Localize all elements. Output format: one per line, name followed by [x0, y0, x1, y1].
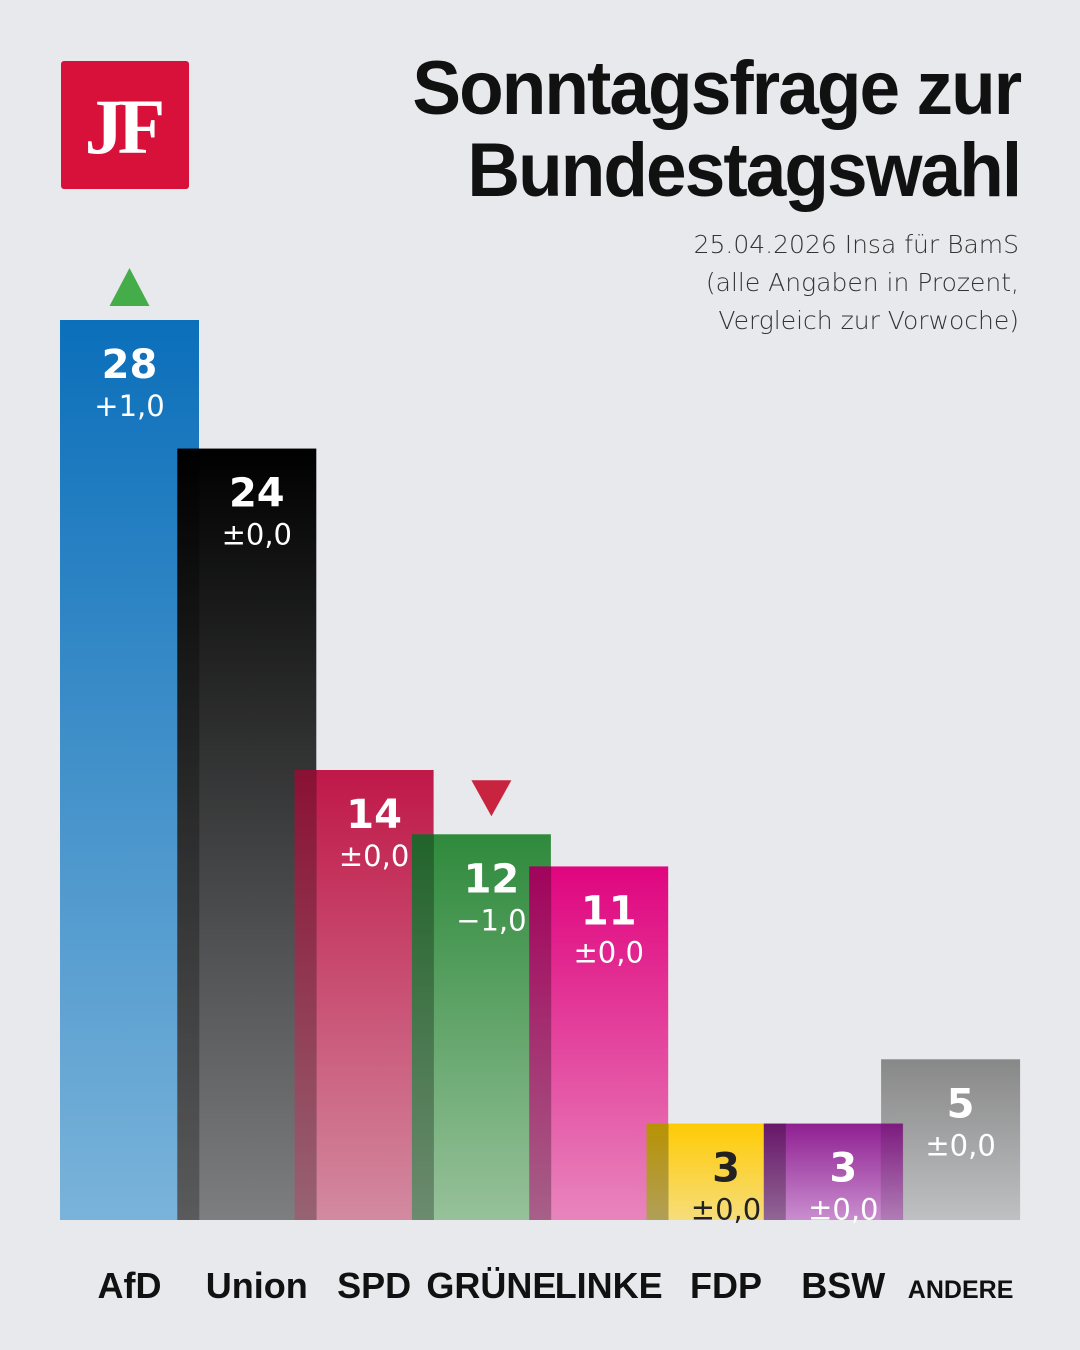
bar-andere	[881, 1059, 1021, 1220]
jf-logo: JF	[61, 61, 189, 189]
bar-afd	[60, 320, 199, 1220]
change-label-fdp: ±0,0	[691, 1193, 761, 1227]
value-label-union: 24	[229, 471, 285, 517]
value-label-afd: 28	[102, 342, 158, 388]
value-label-spd: 14	[346, 792, 402, 838]
bar-linke	[529, 866, 669, 1220]
category-label-andere: ANDERE	[908, 1276, 1014, 1304]
chart-subtitle: 25.04.2026 Insa für BamS (alle Angaben i…	[694, 226, 1019, 340]
bar-overlap-shade	[646, 1123, 669, 1220]
bar-union	[177, 448, 317, 1221]
change-label-afd: +1,0	[94, 389, 164, 423]
bar-group-bsw: 3±0,0	[763, 1123, 903, 1227]
subtitle-line-2: (alle Angaben in Prozent,	[705, 268, 1019, 297]
category-label-fdp: FDP	[690, 1265, 762, 1306]
bar-grne	[411, 834, 551, 1220]
subtitle-line-3: Vergleich zur Vorwoche)	[718, 306, 1019, 335]
bar-overlap-shade	[411, 834, 434, 1220]
bar-overlap-shade	[294, 770, 317, 1220]
change-label-linke: ±0,0	[573, 935, 643, 969]
category-label-union: Union	[206, 1265, 308, 1306]
bar-bsw	[763, 1123, 903, 1220]
title-line-1: Sonntagsfrage zur	[412, 46, 1022, 131]
value-label-grne: 12	[464, 856, 520, 902]
change-label-bsw: ±0,0	[808, 1193, 878, 1227]
bar-overlap-shade	[763, 1123, 786, 1220]
category-label-bsw: BSW	[801, 1265, 885, 1306]
bars-group: 28+1,024±0,014±0,012−1,0 11±0,03±0,05±0,0…	[60, 268, 1021, 1227]
category-label-grne: GRÜNE	[426, 1265, 556, 1306]
change-label-grne: −1,0	[456, 903, 526, 937]
trend-down-icon	[471, 780, 512, 817]
value-label-linke: 11	[581, 888, 637, 934]
bar-spd	[294, 770, 434, 1220]
bar-group-union: 24±0,0	[177, 448, 317, 1221]
trend-up-icon	[109, 268, 150, 306]
bar-group-spd: 14±0,0	[294, 770, 434, 1220]
title-line-2: Bundestagswahl	[467, 128, 1022, 213]
value-label-andere: 5	[947, 1081, 975, 1127]
logo-text: JF	[84, 83, 166, 170]
bar-overlap-shade	[177, 448, 200, 1221]
bar-group-afd: 28+1,0	[60, 268, 199, 1220]
subtitle-line-1: 25.04.2026 Insa für BamS	[693, 230, 1019, 259]
bar-group-fdp: 3±0,0	[646, 1123, 786, 1227]
value-label-fdp: 3	[712, 1146, 740, 1192]
bar-overlap-shade	[529, 866, 552, 1220]
category-label-afd: AfD	[98, 1265, 162, 1306]
change-label-spd: ±0,0	[339, 839, 409, 873]
bar-overlap-shade	[880, 1123, 903, 1220]
bar-group-grne: 12−1,0	[411, 780, 551, 1220]
value-label-bsw: 3	[829, 1146, 857, 1192]
change-label-andere: ±0,0	[925, 1128, 995, 1162]
chart-title: Sonntagsfrage zur Bundestagswahl	[412, 46, 1022, 213]
category-label-spd: SPD	[337, 1265, 411, 1306]
bar-group-linke: 11±0,0	[529, 866, 669, 1220]
bar-fdp	[646, 1123, 786, 1220]
change-label-union: ±0,0	[222, 518, 292, 552]
category-label-linke: LINKE	[555, 1265, 663, 1306]
